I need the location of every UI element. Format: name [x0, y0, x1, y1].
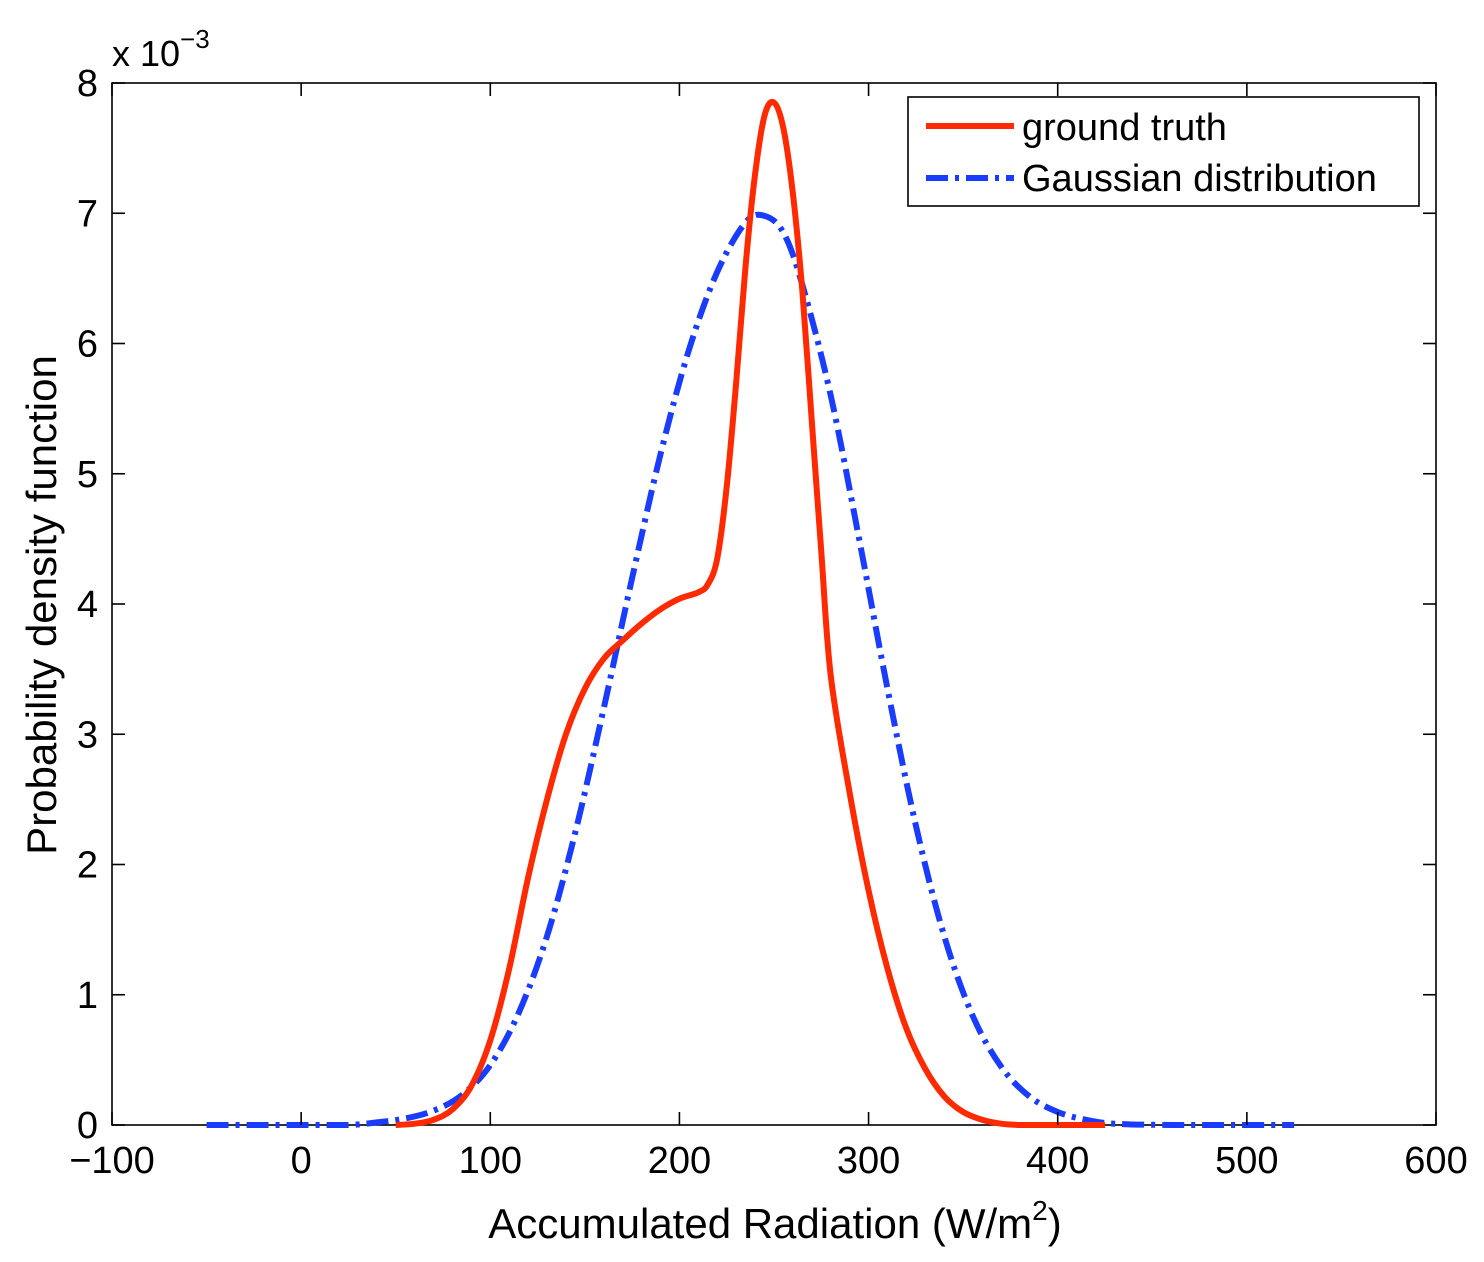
y-tick-label: 6	[77, 324, 98, 366]
x-tick-label: 300	[837, 1140, 900, 1182]
x-tick-label: −100	[69, 1140, 155, 1182]
legend-label-ground-truth: ground truth	[1022, 107, 1227, 149]
y-tick-label: 4	[77, 584, 98, 626]
x-tick-label: 200	[648, 1140, 711, 1182]
y-tick-label: 7	[77, 193, 98, 235]
y-tick-label: 0	[77, 1105, 98, 1147]
y-exponent-prefix: x 10	[112, 33, 180, 74]
y-tick-label: 5	[77, 454, 98, 496]
x-tick-label: 100	[459, 1140, 522, 1182]
ticks-layer	[111, 82, 1437, 1126]
y-tick-label: 1	[77, 975, 98, 1017]
x-tick-label: 0	[291, 1140, 312, 1182]
x-tick-label: 400	[1026, 1140, 1089, 1182]
x-axis-title-main: Accumulated Radiation (W/m	[488, 1200, 1032, 1247]
y-axis-title: Probability density function	[18, 355, 65, 855]
y-tick-label: 8	[77, 63, 98, 105]
x-tick-label: 600	[1404, 1140, 1467, 1182]
x-axis-title-end: )	[1048, 1200, 1062, 1247]
y-tick-label: 2	[77, 845, 98, 887]
x-axis-title-sup: 2	[1032, 1195, 1048, 1226]
y-tick-labels: 0 1 2 3 4 5 6 7 8	[77, 63, 98, 1147]
plot-frame	[111, 82, 1437, 1126]
x-tick-labels: −100 0 100 200 300 400 500 600	[69, 1140, 1468, 1182]
x-axis-title: Accumulated Radiation (W/m2)	[488, 1195, 1061, 1247]
series-line-gaussian	[206, 211, 1295, 1129]
y-axis-exponent: x 10−3	[112, 24, 210, 74]
x-tick-label: 500	[1215, 1140, 1278, 1182]
legend-box	[907, 96, 1420, 207]
y-exponent-power: −3	[180, 24, 210, 54]
series-layer	[206, 98, 1295, 1129]
legend: ground truth Gaussian distribution	[907, 96, 1420, 207]
series-line-ground-truth	[395, 98, 1105, 1128]
legend-label-gaussian: Gaussian distribution	[1022, 158, 1377, 200]
plot-area	[111, 82, 1437, 1126]
y-tick-label: 3	[77, 714, 98, 756]
